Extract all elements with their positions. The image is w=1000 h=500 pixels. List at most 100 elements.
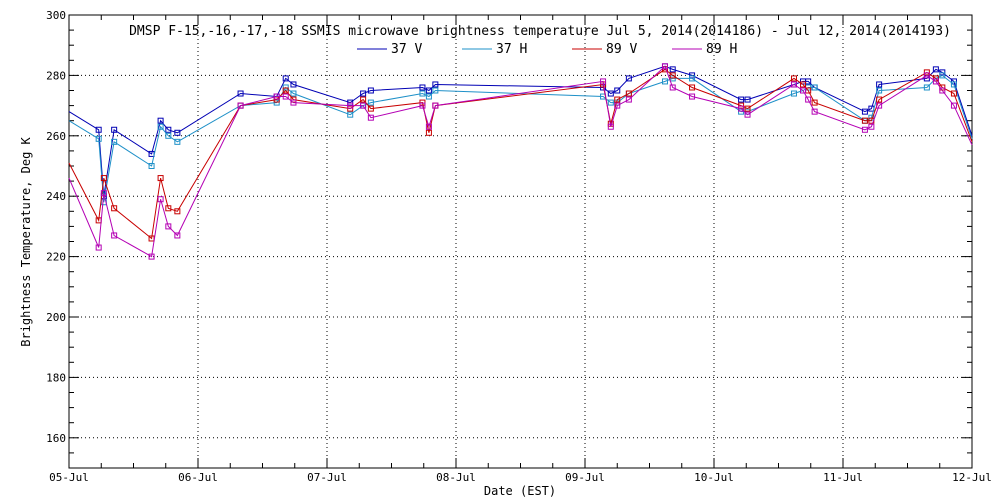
data-point-89v	[689, 84, 696, 91]
plot-frame	[68, 14, 973, 469]
data-point-89h	[165, 223, 172, 230]
data-point-89h	[950, 102, 957, 109]
data-point-37v	[669, 66, 676, 73]
data-point-89h	[744, 111, 751, 118]
data-point-89h	[419, 102, 426, 109]
data-point-89v	[861, 117, 868, 124]
data-point-89v	[790, 75, 797, 82]
data-point-37h	[347, 111, 354, 118]
data-point-37h	[790, 90, 797, 97]
data-point-89h	[360, 102, 367, 109]
data-point-89h	[738, 105, 745, 112]
data-point-37h	[950, 81, 957, 88]
y-tick-label: 180	[46, 371, 66, 384]
x-axis-title: Date (EST)	[484, 484, 556, 498]
data-point-37h	[95, 135, 102, 142]
data-point-37v	[614, 87, 621, 94]
x-tick-label: 12-Jul	[952, 471, 992, 484]
data-point-37v	[876, 81, 883, 88]
series-group	[68, 63, 973, 260]
data-point-37h	[689, 75, 696, 82]
data-point-89v	[669, 72, 676, 79]
data-point-37v	[738, 96, 745, 103]
data-point-37v	[290, 81, 297, 88]
data-point-89h	[932, 78, 939, 85]
data-point-89v	[614, 96, 621, 103]
data-point-89h	[290, 99, 297, 106]
data-point-89v	[425, 129, 432, 136]
data-point-89h	[790, 81, 797, 88]
data-point-37v	[744, 96, 751, 103]
data-point-37h	[811, 84, 818, 91]
data-point-37h	[157, 123, 164, 130]
data-point-89v	[360, 96, 367, 103]
data-point-89h	[614, 102, 621, 109]
data-point-89v	[100, 175, 107, 182]
data-point-89h	[800, 87, 807, 94]
data-point-37h	[607, 99, 614, 106]
data-point-89h	[669, 84, 676, 91]
data-point-37h	[425, 93, 432, 100]
data-point-89h	[111, 232, 118, 239]
data-point-37v	[237, 90, 244, 97]
data-point-89v	[811, 99, 818, 106]
x-tick-label: 10-Jul	[694, 471, 734, 484]
data-point-37h	[367, 99, 374, 106]
x-tick-label: 08-Jul	[436, 471, 476, 484]
data-point-37v	[347, 99, 354, 106]
series-line-37v	[68, 65, 973, 197]
data-point-89h	[805, 96, 812, 103]
grid-lines	[69, 15, 972, 468]
x-tick-label: 09-Jul	[565, 471, 605, 484]
data-point-89v	[174, 208, 181, 215]
data-point-89h	[347, 102, 354, 109]
data-point-89h	[237, 102, 244, 109]
data-point-37v	[805, 78, 812, 85]
data-point-89h	[100, 190, 107, 197]
data-point-37h	[290, 90, 297, 97]
data-point-37v	[425, 87, 432, 94]
chart-title: DMSP F-15,-16,-17,-18 SSMIS microwave br…	[129, 24, 951, 39]
data-point-89v	[273, 96, 280, 103]
data-point-37h	[111, 138, 118, 145]
data-point-89h	[923, 72, 930, 79]
data-point-89v	[157, 175, 164, 182]
data-point-37v	[625, 75, 632, 82]
data-point-37h	[939, 72, 946, 79]
data-point-89h	[282, 93, 289, 100]
data-point-37v	[165, 126, 172, 133]
data-point-37v	[419, 84, 426, 91]
data-point-89h	[939, 87, 946, 94]
y-tick-label: 160	[46, 432, 66, 445]
data-point-89v	[282, 87, 289, 94]
data-point-37h	[148, 163, 155, 169]
data-point-37v	[174, 129, 181, 136]
legend-label-89v: 89 V	[606, 42, 637, 57]
data-point-89h	[689, 93, 696, 100]
data-point-89h	[811, 108, 818, 115]
data-point-37v	[932, 66, 939, 73]
data-point-89h	[148, 253, 155, 260]
y-tick-label: 200	[46, 311, 66, 324]
data-point-37v	[282, 75, 289, 82]
series-37h	[68, 72, 973, 206]
axis-ticks: 05-Jul 06-Jul 07-Jul 08-Jul 09-Jul 10-Jul 11-J…	[46, 9, 992, 484]
data-point-89v	[111, 205, 118, 212]
data-point-37v	[95, 126, 102, 133]
data-point-37h	[923, 84, 930, 91]
y-tick-label: 260	[46, 130, 66, 143]
y-tick-label: 300	[46, 9, 66, 22]
data-point-89h	[625, 96, 632, 103]
data-point-37h	[174, 138, 181, 145]
legend-label-89h: 89 H	[706, 42, 737, 57]
data-point-37v	[367, 87, 374, 94]
data-point-37h	[165, 132, 172, 139]
data-point-89h	[661, 63, 668, 70]
data-point-89h	[861, 126, 868, 133]
data-point-89h	[432, 102, 439, 109]
x-tick-label: 05-Jul	[49, 471, 89, 484]
data-point-89h	[367, 114, 374, 121]
data-point-89v	[419, 99, 426, 106]
data-point-89v	[625, 90, 632, 97]
